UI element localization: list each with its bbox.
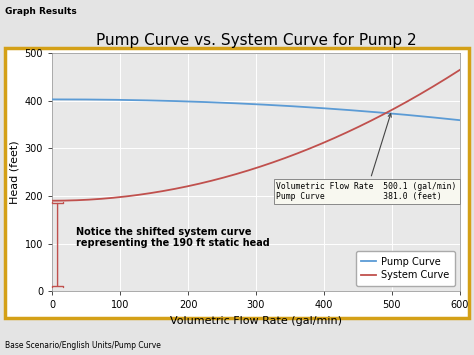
Pump Curve xyxy=(211,100,217,104)
System Curve xyxy=(211,178,217,182)
System Curve xyxy=(457,68,463,72)
System Curve xyxy=(49,198,55,203)
Pump Curve xyxy=(98,98,104,102)
Text: Volumetric Flow Rate  500.1 (gal/min)
Pump Curve            381.0 (feet): Volumetric Flow Rate 500.1 (gal/min) Pum… xyxy=(276,114,457,201)
Pump Curve xyxy=(49,97,55,102)
Y-axis label: Head (feet): Head (feet) xyxy=(9,140,19,204)
Pump Curve xyxy=(182,99,188,104)
Line: Pump Curve: Pump Curve xyxy=(52,99,460,120)
Pump Curve xyxy=(457,118,463,122)
Pump Curve xyxy=(346,108,351,112)
Text: Notice the shifted system curve
representing the 190 ft static head: Notice the shifted system curve represen… xyxy=(76,227,270,248)
System Curve xyxy=(182,185,188,189)
Text: Base Scenario/English Units/Pump Curve: Base Scenario/English Units/Pump Curve xyxy=(5,341,161,350)
Pump Curve xyxy=(344,108,349,112)
X-axis label: Volumetric Flow Rate (gal/min): Volumetric Flow Rate (gal/min) xyxy=(170,316,342,326)
System Curve xyxy=(98,197,104,201)
Pump Curve xyxy=(306,105,311,109)
System Curve xyxy=(344,130,349,135)
Line: System Curve: System Curve xyxy=(52,70,460,201)
Legend: Pump Curve, System Curve: Pump Curve, System Curve xyxy=(356,251,455,286)
Text: Graph Results: Graph Results xyxy=(5,7,76,16)
Title: Pump Curve vs. System Curve for Pump 2: Pump Curve vs. System Curve for Pump 2 xyxy=(96,33,416,48)
System Curve xyxy=(306,147,311,151)
System Curve xyxy=(346,130,351,134)
